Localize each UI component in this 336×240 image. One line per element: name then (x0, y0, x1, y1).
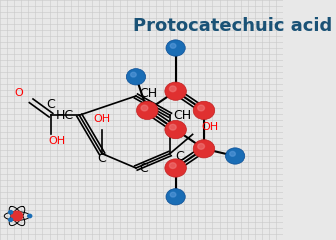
Circle shape (28, 214, 32, 218)
Circle shape (131, 72, 136, 77)
Circle shape (166, 189, 185, 205)
Circle shape (169, 163, 176, 168)
Circle shape (225, 148, 245, 164)
Circle shape (170, 192, 176, 197)
Text: C: C (176, 150, 184, 162)
Text: C: C (47, 98, 55, 111)
Circle shape (198, 105, 205, 111)
Circle shape (193, 140, 215, 158)
Circle shape (230, 151, 236, 156)
Text: Protocatechuic acid: Protocatechuic acid (133, 17, 332, 35)
Text: C: C (139, 162, 148, 174)
Circle shape (169, 86, 176, 92)
Text: OH: OH (93, 114, 111, 124)
Text: HC: HC (55, 109, 74, 122)
Text: OH: OH (201, 122, 218, 132)
Circle shape (198, 144, 205, 149)
Text: CH: CH (173, 109, 191, 122)
Circle shape (165, 120, 186, 139)
Text: OH: OH (48, 136, 65, 146)
Circle shape (169, 124, 176, 130)
Circle shape (166, 40, 185, 56)
Text: O: O (14, 88, 23, 98)
Circle shape (193, 101, 215, 120)
Circle shape (136, 101, 158, 120)
Circle shape (165, 159, 186, 177)
Circle shape (9, 218, 13, 222)
Circle shape (165, 82, 186, 100)
Circle shape (141, 105, 148, 111)
Circle shape (126, 69, 145, 85)
Circle shape (170, 43, 176, 48)
Circle shape (9, 210, 13, 214)
Text: C: C (97, 152, 106, 165)
Circle shape (11, 211, 23, 221)
Text: CH: CH (139, 87, 157, 100)
